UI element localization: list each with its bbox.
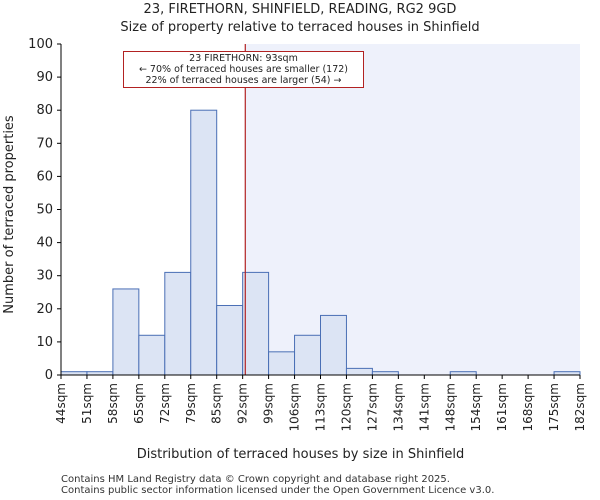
histogram-bar (216, 304, 244, 376)
chart-title-line2: Size of property relative to terraced ho… (120, 20, 480, 35)
x-tick-label: 44sqm (54, 383, 68, 424)
x-tick-label: 154sqm (469, 383, 483, 431)
histogram-bar (164, 271, 192, 376)
x-tick-label: 141sqm (417, 383, 431, 431)
y-axis-label: Number of terraced properties (2, 115, 17, 314)
larger-region-shade (245, 44, 581, 375)
histogram-bar (345, 367, 373, 376)
x-tick-label: 175sqm (547, 383, 561, 431)
x-tick-label: 72sqm (158, 383, 172, 424)
x-axis-label: Distribution of terraced houses by size … (137, 447, 465, 462)
x-tick-label: 182sqm (573, 383, 587, 431)
y-tick-label: 40 (36, 236, 53, 251)
x-tick-label: 120sqm (339, 383, 353, 431)
y-tick-label: 30 (36, 269, 53, 284)
x-tick-label: 92sqm (236, 383, 250, 424)
y-tick-label: 80 (36, 103, 53, 118)
x-tick-label: 113sqm (314, 383, 328, 431)
histogram-bar (320, 314, 347, 376)
histogram-bar (112, 288, 140, 376)
y-tick-label: 100 (28, 37, 53, 52)
x-tick-label: 79sqm (184, 383, 198, 424)
histogram-bar (190, 109, 218, 376)
x-tick-label: 161sqm (495, 383, 509, 431)
x-tick-label: 168sqm (521, 383, 535, 431)
y-tick-label: 60 (36, 169, 53, 184)
histogram-bar (242, 271, 270, 376)
x-tick-label: 58sqm (106, 383, 120, 424)
y-tick-label: 90 (36, 70, 53, 85)
x-tick-label: 51sqm (80, 383, 94, 424)
footer-line2: Contains public sector information licen… (61, 485, 495, 496)
chart-title-line1: 23, FIRETHORN, SHINFIELD, READING, RG2 9… (143, 2, 457, 17)
x-tick-label: 65sqm (132, 383, 146, 424)
y-tick-label: 70 (36, 136, 53, 151)
property-annotation-box: 23 FIRETHORN: 93sqm ← 70% of terraced ho… (123, 51, 364, 88)
annotation-line2: ← 70% of terraced houses are smaller (17… (138, 64, 349, 75)
x-tick-label: 134sqm (391, 383, 405, 431)
x-tick-label: 99sqm (262, 383, 276, 424)
annotation-line3: 22% of terraced houses are larger (54) → (145, 75, 342, 86)
histogram-bar (138, 334, 166, 376)
footer-line1: Contains HM Land Registry data © Crown c… (61, 474, 450, 485)
y-tick-label: 50 (36, 203, 53, 218)
y-tick-label: 20 (36, 302, 53, 317)
x-tick-label: 85sqm (210, 383, 224, 424)
histogram-bar (294, 334, 321, 376)
x-tick-label: 106sqm (288, 383, 302, 431)
y-tick-label: 0 (45, 368, 53, 383)
x-tick-label: 148sqm (443, 383, 457, 431)
y-tick-label: 10 (36, 335, 53, 350)
annotation-line1: 23 FIRETHORN: 93sqm (189, 53, 298, 64)
histogram-bar (268, 351, 296, 376)
x-tick-label: 127sqm (365, 383, 379, 431)
